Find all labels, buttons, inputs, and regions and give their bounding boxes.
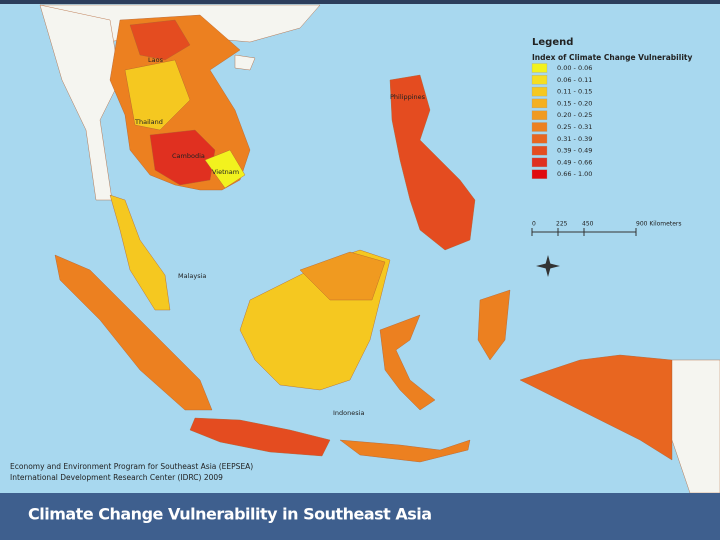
credit: International Development Research Cente… bbox=[10, 473, 223, 482]
page-title: Climate Change Vulnerability in Southeas… bbox=[28, 505, 432, 524]
hainan bbox=[234, 54, 256, 71]
sumatra bbox=[54, 254, 213, 411]
maluku bbox=[477, 289, 511, 361]
legend-label: 0.25 - 0.31 bbox=[557, 123, 592, 131]
legend-label: 0.49 - 0.66 bbox=[557, 158, 592, 166]
legend-label: 0.11 - 0.15 bbox=[557, 88, 592, 96]
scale-label: 0 bbox=[532, 221, 536, 228]
country-label: Indonesia bbox=[333, 409, 364, 417]
borneo-north bbox=[299, 251, 386, 301]
sulawesi bbox=[379, 314, 436, 411]
legend-swatch bbox=[531, 63, 548, 73]
malay-peninsula bbox=[109, 194, 171, 311]
legend-label: 0.06 - 0.11 bbox=[557, 76, 592, 84]
thailand-north bbox=[124, 59, 191, 131]
legend-subtitle: Index of Climate Change Vulnerability bbox=[532, 53, 692, 62]
map-labels: Laos Thailand Cambodia Vietnam Philippines Ma… bbox=[134, 56, 426, 417]
legend-label: 0.31 - 0.39 bbox=[557, 135, 592, 143]
scale-bar: 0 225 450 900 Kilometers bbox=[531, 221, 681, 236]
legend-swatch bbox=[531, 122, 548, 132]
legend: 0.00 - 0.06 0.06 - 0.11 0.11 - 0.15 0.15 - … bbox=[531, 63, 592, 179]
new-guinea bbox=[519, 354, 673, 461]
legend-swatch bbox=[531, 169, 548, 179]
legend-swatch bbox=[531, 134, 548, 144]
legend-swatch bbox=[531, 157, 548, 168]
lesser-sunda bbox=[339, 439, 471, 463]
legend-swatch bbox=[531, 110, 548, 120]
java bbox=[189, 417, 331, 457]
legend-label: 0.00 - 0.06 bbox=[557, 64, 592, 72]
scale-label: 900 Kilometers bbox=[636, 221, 681, 228]
legend-swatch bbox=[531, 98, 548, 109]
credit: Economy and Environment Program for Sout… bbox=[10, 462, 253, 471]
scale-label: 225 bbox=[556, 221, 568, 228]
land bbox=[39, 4, 720, 494]
legend-swatch bbox=[531, 86, 548, 97]
legend-label: 0.39 - 0.49 bbox=[557, 147, 592, 155]
country-label: Thailand bbox=[134, 118, 163, 126]
legend-swatch bbox=[531, 145, 548, 156]
legend-label: 0.66 - 1.00 bbox=[557, 170, 592, 178]
country-label: Philippines bbox=[390, 93, 426, 101]
country-label: Malaysia bbox=[178, 272, 206, 280]
laos-north bbox=[129, 19, 191, 61]
top-strip bbox=[0, 0, 720, 4]
country-label: Cambodia bbox=[172, 152, 205, 160]
country-label: Vietnam bbox=[212, 168, 239, 176]
legend-title: Legend bbox=[532, 37, 573, 48]
scale-label: 450 bbox=[582, 221, 594, 228]
philippines bbox=[389, 74, 476, 251]
vietnam-south bbox=[204, 149, 246, 189]
country-label: Laos bbox=[148, 56, 164, 64]
compass bbox=[536, 255, 560, 277]
legend-label: 0.20 - 0.25 bbox=[557, 111, 592, 119]
legend-swatch bbox=[531, 75, 548, 85]
cambodia bbox=[149, 129, 216, 186]
title-banner bbox=[0, 493, 720, 540]
legend-label: 0.15 - 0.20 bbox=[557, 99, 592, 107]
